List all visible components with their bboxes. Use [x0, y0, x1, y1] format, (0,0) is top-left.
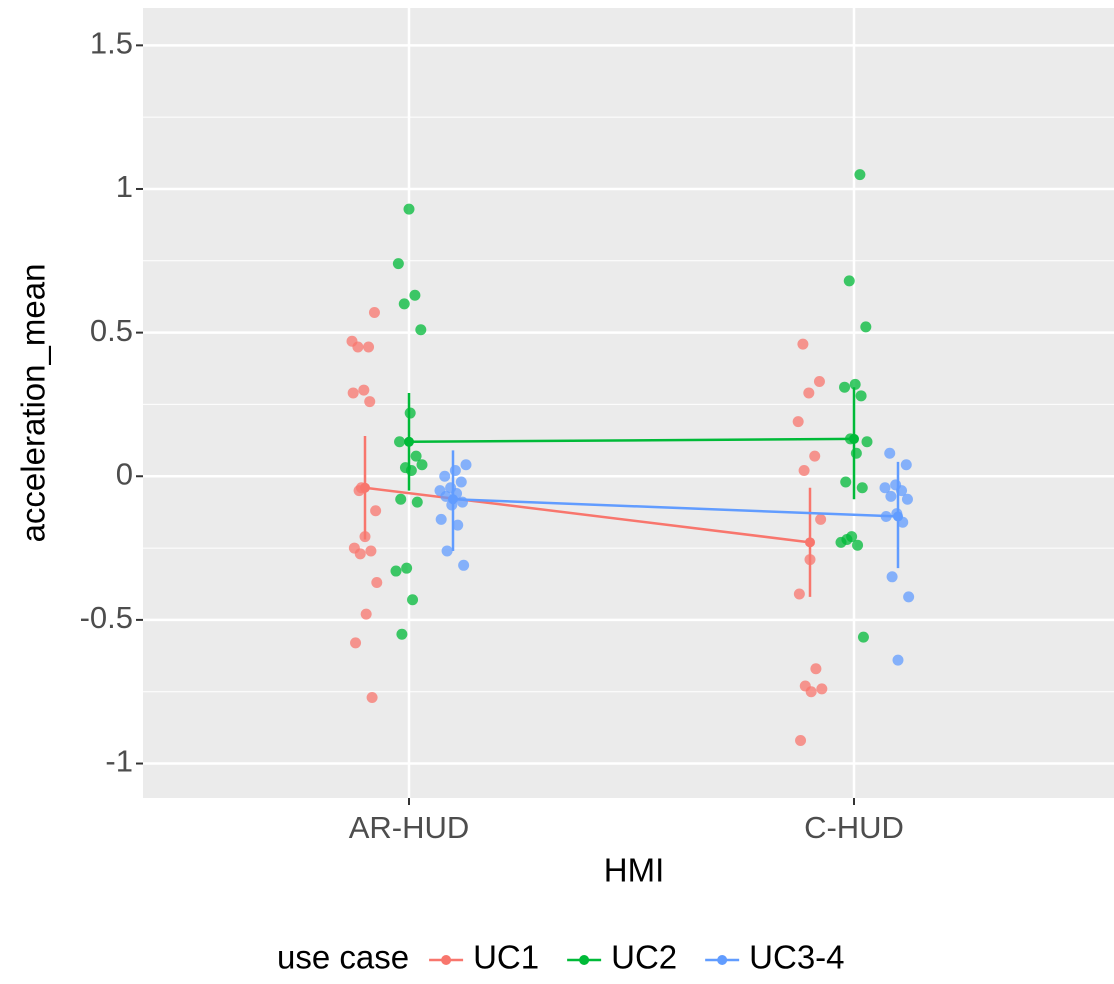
point: [390, 565, 402, 577]
point: [798, 465, 810, 477]
point: [416, 459, 428, 471]
y-tick-label: -1: [105, 744, 133, 779]
mean-point: [448, 494, 458, 505]
point: [792, 416, 804, 428]
point: [358, 384, 370, 396]
point: [411, 496, 423, 508]
point: [407, 594, 419, 606]
mean-point: [893, 511, 903, 522]
point: [363, 341, 375, 353]
y-tick-label: 0.5: [90, 313, 133, 348]
point: [840, 476, 852, 488]
legend-label: UC3-4: [749, 939, 844, 976]
legend-key-point: [717, 955, 728, 965]
point: [795, 735, 807, 747]
point: [803, 387, 815, 399]
point: [366, 691, 378, 703]
point: [392, 258, 404, 270]
mean-line: [452, 497, 899, 518]
point: [860, 321, 872, 333]
point: [409, 289, 421, 301]
point: [892, 654, 904, 666]
point: [810, 663, 822, 675]
x-tick-label: AR-HUD: [349, 810, 470, 845]
point: [365, 545, 377, 557]
point: [793, 588, 805, 600]
point: [401, 562, 413, 574]
legend-label: UC2: [611, 939, 677, 976]
point: [885, 490, 897, 502]
y-tick-label: 1: [116, 169, 133, 204]
point: [452, 519, 464, 531]
point: [815, 513, 827, 525]
point: [354, 548, 366, 560]
point: [439, 470, 451, 482]
point: [395, 493, 407, 505]
point: [856, 482, 868, 494]
point: [370, 505, 382, 517]
point: [901, 493, 913, 505]
panel: [143, 8, 1114, 798]
legend-title: use case: [277, 939, 409, 976]
point: [813, 375, 825, 387]
point: [903, 591, 915, 603]
point: [398, 298, 410, 310]
point: [435, 513, 447, 525]
point: [458, 559, 470, 571]
point: [347, 387, 359, 399]
point: [403, 203, 415, 215]
mean-point: [849, 433, 859, 444]
point: [855, 390, 867, 402]
x-axis-title: HMI: [604, 852, 665, 889]
y-tick-label: 0: [116, 456, 133, 491]
point: [449, 465, 461, 477]
point: [849, 378, 861, 390]
point: [368, 307, 380, 319]
point: [805, 686, 817, 698]
legend-key-point: [441, 955, 452, 965]
point: [410, 450, 422, 462]
point: [879, 482, 891, 494]
point: [886, 571, 898, 583]
mean-line: [408, 437, 855, 444]
point: [900, 459, 912, 471]
mean-point: [360, 482, 370, 493]
point: [405, 465, 417, 477]
point: [415, 324, 427, 336]
x-tick-label: C-HUD: [804, 810, 904, 845]
point: [852, 539, 864, 551]
point: [364, 396, 376, 408]
point: [350, 637, 362, 649]
point: [843, 275, 855, 287]
point: [854, 169, 866, 181]
point: [809, 450, 821, 462]
mean-line: [364, 486, 811, 544]
point: [460, 459, 472, 471]
point: [861, 436, 873, 448]
point: [816, 683, 828, 695]
point: [441, 545, 453, 557]
point: [839, 381, 851, 393]
y-tick-label: -0.5: [80, 600, 133, 635]
mean-point: [404, 436, 414, 447]
point: [797, 338, 809, 350]
y-tick-label: 1.5: [90, 26, 133, 61]
point: [455, 476, 467, 488]
point: [394, 436, 406, 448]
y-axis-title: acceleration_mean: [15, 264, 52, 543]
point: [850, 447, 862, 459]
legend-label: UC1: [473, 939, 539, 976]
point: [396, 628, 408, 640]
point: [371, 577, 383, 589]
legend-key-point: [579, 955, 590, 965]
point: [857, 631, 869, 643]
point: [352, 341, 364, 353]
point: [884, 447, 896, 459]
point: [360, 608, 372, 620]
mean-point: [805, 537, 815, 548]
point: [841, 533, 853, 545]
